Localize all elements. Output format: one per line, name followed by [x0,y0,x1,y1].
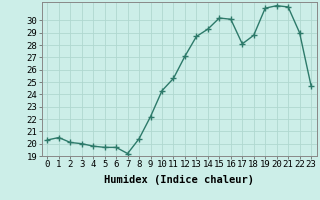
X-axis label: Humidex (Indice chaleur): Humidex (Indice chaleur) [104,175,254,185]
